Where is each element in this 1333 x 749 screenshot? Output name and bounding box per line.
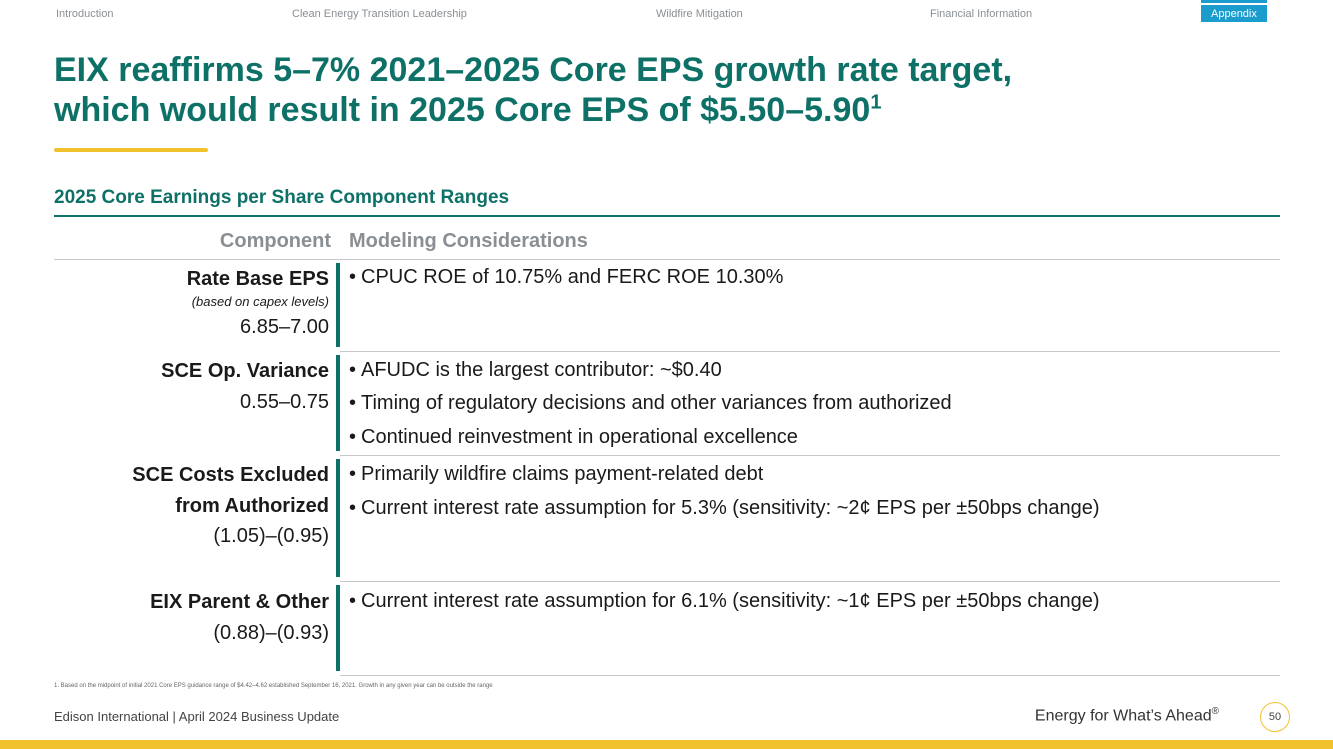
bullet-dot: • (349, 590, 357, 612)
component-name: SCE Op. Variance (161, 360, 329, 382)
nav-introduction[interactable]: Introduction (56, 8, 114, 20)
bullet-dot: • (349, 266, 357, 288)
column-header-component: Component (219, 230, 331, 252)
bullet-item: • Current interest rate assumption for 6.… (349, 590, 1100, 612)
bullet-item: • Timing of regulatory decisions and othe… (349, 392, 952, 414)
component-name-continued: from Authorized (175, 495, 329, 517)
row-accent-bar (336, 459, 340, 577)
table-divider (340, 455, 1280, 456)
row-accent-bar (336, 263, 340, 347)
row-accent-bar (336, 585, 340, 671)
table-divider (340, 351, 1280, 352)
page-title: EIX reaffirms 5–7% 2021–2025 Core EPS gr… (54, 50, 1254, 130)
bullet-item: • Continued reinvestment in operational e… (349, 426, 798, 448)
title-line-2: which would result in 2025 Core EPS of $… (54, 91, 882, 129)
bullet-item: • Primarily wildfire claims payment-relat… (349, 463, 764, 485)
page-number: 50 (1260, 702, 1290, 732)
row-accent-bar (336, 355, 340, 451)
footer-tagline: Energy for What’s Ahead® (1034, 706, 1219, 725)
component-name: SCE Costs Excluded (132, 464, 329, 486)
bottom-accent-bar (0, 740, 1333, 749)
component-range: 0.55–0.75 (240, 391, 329, 413)
title-underline (54, 148, 208, 152)
title-line-1: EIX reaffirms 5–7% 2021–2025 Core EPS gr… (54, 51, 1013, 89)
bullet-dot: • (349, 359, 357, 381)
title-footnote-ref: 1 (870, 91, 882, 114)
table-divider (54, 259, 1280, 260)
table-divider (340, 675, 1280, 676)
nav-clean-energy[interactable]: Clean Energy Transition Leadership (292, 8, 467, 20)
column-header-considerations: Modeling Considerations (349, 230, 588, 252)
bullet-dot: • (349, 392, 357, 414)
nav-wildfire-mitigation[interactable]: Wildfire Mitigation (656, 8, 743, 20)
bullet-dot: • (349, 463, 357, 485)
component-range: (1.05)–(0.95) (213, 525, 329, 547)
registered-mark: ® (1211, 706, 1219, 717)
bullet-item: • Current interest rate assumption for 5.… (349, 497, 1100, 519)
component-name: EIX Parent & Other (150, 591, 329, 613)
footnote: 1. Based on the midpoint of initial 2021… (54, 683, 493, 689)
bullet-item: • CPUC ROE of 10.75% and FERC ROE 10.30% (349, 266, 784, 288)
component-range: 6.85–7.00 (240, 316, 329, 338)
nav-appendix[interactable]: Appendix (1201, 0, 1267, 22)
section-heading: 2025 Core Earnings per Share Component R… (54, 187, 510, 208)
component-name: Rate Base EPS (186, 268, 329, 290)
nav-financial-information[interactable]: Financial Information (930, 8, 1033, 20)
table-divider (340, 581, 1280, 582)
bullet-dot: • (349, 497, 357, 519)
component-range: (0.88)–(0.93) (213, 622, 329, 644)
bullet-dot: • (349, 426, 357, 448)
footer-source: Edison International | April 2024 Busine… (54, 709, 340, 724)
component-note: (based on capex levels) (191, 294, 329, 309)
section-rule (54, 215, 1280, 217)
top-navigation: Introduction Clean Energy Transition Lea… (0, 0, 1333, 22)
bullet-item: • AFUDC is the largest contributor: ~$0.4… (349, 359, 722, 381)
